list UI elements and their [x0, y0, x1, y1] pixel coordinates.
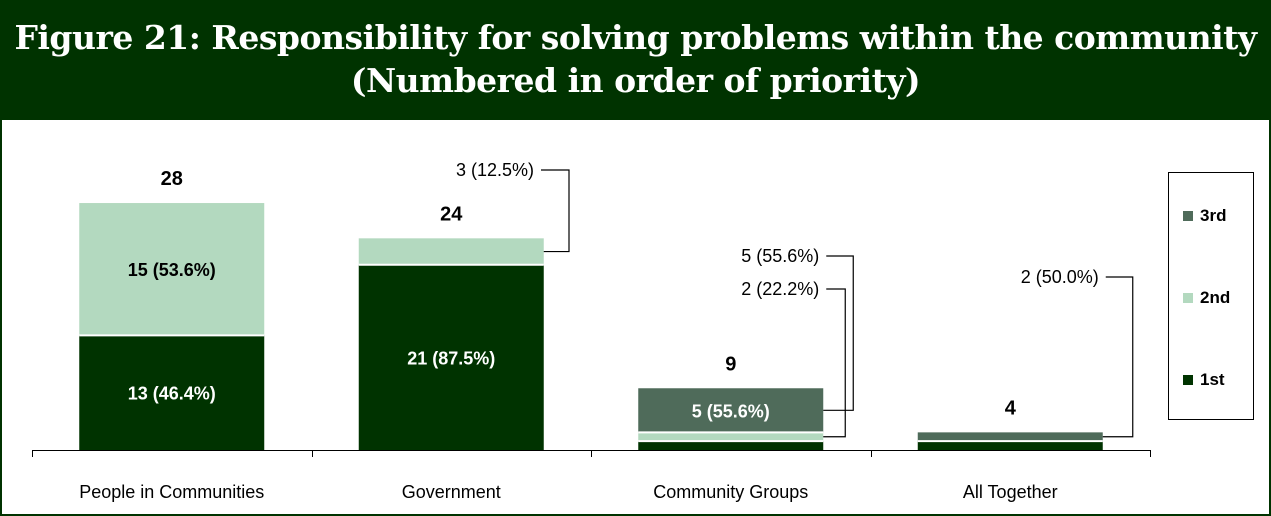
- bar-segment-second: [638, 432, 824, 442]
- bar-segment-third: [638, 388, 824, 433]
- data-label: 2 (50.0%): [1021, 267, 1099, 287]
- legend-label-1st: 1st: [1200, 370, 1225, 389]
- legend-item-3rd: 3rd: [1183, 206, 1226, 226]
- data-label: 3 (12.5%): [456, 160, 534, 180]
- title-banner: Figure 21: Responsibility for solving pr…: [2, 2, 1269, 120]
- x-tick-label: People in Communities: [79, 482, 264, 502]
- bar-segment-second: [358, 238, 544, 265]
- legend-label-2nd: 2nd: [1200, 288, 1231, 307]
- total-label: 24: [440, 203, 463, 225]
- legend-label-3rd: 3rd: [1200, 206, 1227, 225]
- bar-segment-first: [638, 441, 824, 450]
- legend: 3rd 2nd 1st: [1168, 172, 1254, 420]
- bar-segment-first: [917, 441, 1103, 450]
- callout-line: [823, 288, 846, 438]
- legend-swatch-1st: [1183, 375, 1193, 385]
- data-label: 13 (46.4%): [128, 384, 216, 404]
- callout-line: [823, 255, 854, 411]
- bar-segment-second: [79, 203, 265, 336]
- x-tick-label: All Together: [963, 482, 1058, 502]
- total-label: 28: [161, 168, 183, 190]
- bar-segment-third: [917, 432, 1103, 442]
- total-label: 9: [725, 353, 736, 375]
- bar-segment-first: [79, 335, 265, 450]
- legend-swatch-2nd: [1183, 293, 1193, 303]
- data-label: 5 (55.6%): [741, 246, 819, 266]
- legend-item-1st: 1st: [1183, 370, 1225, 390]
- x-tick-label: Community Groups: [653, 482, 808, 502]
- x-tick-label: Government: [402, 482, 501, 502]
- data-label: 5 (55.6%): [692, 401, 770, 421]
- callout-line: [541, 169, 570, 253]
- data-label: 21 (87.5%): [407, 348, 495, 368]
- legend-item-2nd: 2nd: [1183, 288, 1230, 308]
- chart-title-line-2: (Numbered in order of priority): [350, 61, 921, 100]
- chart-title: Figure 21: Responsibility for solving pr…: [2, 16, 1269, 102]
- chart-title-line-1: Figure 21: Responsibility for solving pr…: [14, 18, 1257, 57]
- total-label: 4: [1005, 397, 1017, 419]
- callout-line: [1102, 276, 1134, 438]
- legend-swatch-3rd: [1183, 211, 1193, 221]
- data-label: 2 (22.2%): [741, 279, 819, 299]
- data-label: 15 (53.6%): [128, 260, 216, 280]
- bar-segment-first: [358, 264, 544, 450]
